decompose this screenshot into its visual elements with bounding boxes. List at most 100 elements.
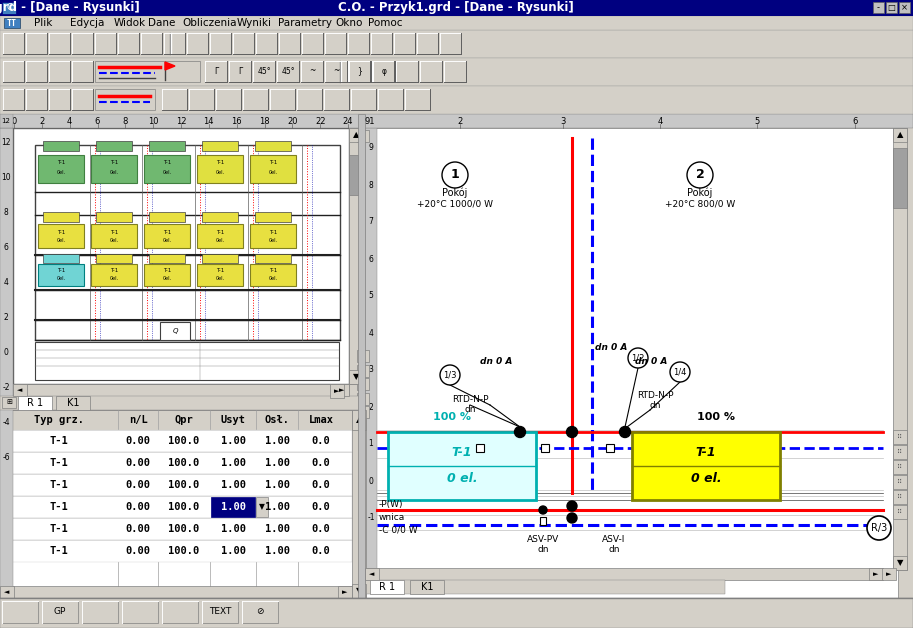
Bar xyxy=(13,384,27,396)
Text: T-1: T-1 xyxy=(215,269,224,274)
Bar xyxy=(893,556,907,570)
Bar xyxy=(49,33,70,54)
Text: 1.00: 1.00 xyxy=(221,436,246,446)
Text: T-1: T-1 xyxy=(57,229,65,234)
Bar xyxy=(149,212,185,222)
Text: dn 0 A: dn 0 A xyxy=(635,357,667,367)
Text: 0el.: 0el. xyxy=(215,170,225,175)
Text: 0el.: 0el. xyxy=(215,237,225,242)
Bar xyxy=(0,0,913,16)
Bar xyxy=(388,432,536,500)
Bar xyxy=(0,586,14,598)
Text: 6: 6 xyxy=(4,243,8,252)
Bar xyxy=(144,155,190,183)
Bar xyxy=(378,89,403,110)
Text: Γ: Γ xyxy=(214,67,218,75)
Text: ⊞: ⊞ xyxy=(6,399,12,405)
Text: 1.00: 1.00 xyxy=(265,546,289,556)
Bar xyxy=(211,497,255,517)
Bar xyxy=(302,33,323,54)
Bar xyxy=(351,89,376,110)
Text: 0: 0 xyxy=(11,117,16,126)
Bar xyxy=(72,61,93,82)
Text: 0: 0 xyxy=(4,348,8,357)
Text: dn: dn xyxy=(537,546,549,555)
Bar xyxy=(893,128,907,142)
Bar xyxy=(197,155,243,183)
Bar xyxy=(205,61,227,82)
Text: Q: Q xyxy=(173,328,178,334)
Bar xyxy=(49,61,70,82)
Bar xyxy=(0,518,352,540)
Bar xyxy=(394,33,415,54)
Text: 45°: 45° xyxy=(257,67,271,75)
Text: Plik: Plik xyxy=(34,18,52,28)
Text: wnica: wnica xyxy=(379,514,405,522)
Text: Typ grz.: Typ grz. xyxy=(34,415,84,425)
Text: 0el.: 0el. xyxy=(163,237,172,242)
Bar xyxy=(243,89,268,110)
Bar xyxy=(349,128,363,142)
Bar xyxy=(96,141,132,151)
Text: 100.0: 100.0 xyxy=(168,480,200,490)
Bar xyxy=(250,264,296,286)
Bar xyxy=(144,264,190,286)
Text: T-1: T-1 xyxy=(163,269,171,274)
Text: ►: ► xyxy=(887,571,892,577)
Bar xyxy=(541,444,549,452)
Bar xyxy=(216,89,241,110)
Bar xyxy=(357,365,369,377)
Bar xyxy=(371,33,392,54)
Bar xyxy=(365,128,898,600)
Bar xyxy=(405,89,430,110)
Text: 14: 14 xyxy=(204,117,214,126)
Bar xyxy=(233,33,254,54)
Bar xyxy=(357,393,369,405)
Bar xyxy=(372,61,394,82)
Bar xyxy=(38,264,84,286)
Bar xyxy=(0,114,913,128)
Bar xyxy=(162,601,198,623)
Polygon shape xyxy=(165,62,175,70)
Text: dn: dn xyxy=(464,406,476,414)
Bar xyxy=(3,33,24,54)
Text: 3: 3 xyxy=(369,365,373,374)
Text: 1.00: 1.00 xyxy=(265,524,289,534)
Text: T-1: T-1 xyxy=(215,161,224,166)
Text: 2: 2 xyxy=(696,168,704,181)
Bar xyxy=(197,264,243,286)
Bar xyxy=(122,601,158,623)
Text: T-1: T-1 xyxy=(268,269,278,274)
Text: 0.00: 0.00 xyxy=(125,502,151,512)
Text: ►: ► xyxy=(340,387,345,393)
Circle shape xyxy=(567,513,577,523)
Text: 0el.: 0el. xyxy=(268,237,278,242)
Bar xyxy=(91,224,137,248)
Text: 1.00: 1.00 xyxy=(265,502,289,512)
Bar xyxy=(242,601,278,623)
Bar xyxy=(118,33,139,54)
Text: Parametry: Parametry xyxy=(278,18,332,28)
Bar xyxy=(277,61,299,82)
Text: 1.00: 1.00 xyxy=(265,480,289,490)
Text: ~: ~ xyxy=(333,67,340,75)
Text: ▼: ▼ xyxy=(259,502,265,511)
Text: ▲: ▲ xyxy=(356,416,362,425)
Bar xyxy=(255,254,291,263)
Text: 0.00: 0.00 xyxy=(125,458,151,468)
Text: ►: ► xyxy=(334,388,340,394)
Text: ⠿: ⠿ xyxy=(897,479,903,485)
Text: 1/4: 1/4 xyxy=(673,367,687,377)
Text: 0 el.: 0 el. xyxy=(446,472,477,484)
Text: 0 el.: 0 el. xyxy=(691,472,721,484)
Circle shape xyxy=(867,516,891,540)
Text: 18: 18 xyxy=(259,117,270,126)
Text: -P(W): -P(W) xyxy=(379,501,404,509)
Text: 6: 6 xyxy=(95,117,100,126)
Bar xyxy=(365,568,883,580)
Text: ⠿: ⠿ xyxy=(897,494,903,500)
Text: -2: -2 xyxy=(2,383,10,392)
Bar xyxy=(899,2,910,13)
Text: 6: 6 xyxy=(853,117,857,126)
Bar xyxy=(893,148,907,208)
